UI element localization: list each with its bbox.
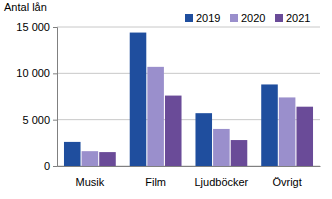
tick: 15 000: [16, 21, 57, 33]
chart: 0 5 000 10 000 15 000 Musik Film Ljudböcker Övr…: [0, 0, 332, 199]
tick: Ljudböcker: [194, 166, 248, 188]
tick: 5 000: [22, 114, 57, 126]
bar: [82, 151, 99, 166]
tick-label: 15 000: [16, 21, 50, 33]
tick-label: 5 000: [22, 114, 50, 126]
legend-label: 2020: [241, 12, 265, 24]
tick: Film: [145, 166, 166, 188]
y-axis-line: [53, 28, 58, 167]
tick-label: Musik: [76, 176, 105, 188]
bar: [147, 67, 164, 166]
tick: 0: [44, 160, 57, 172]
series: [99, 96, 313, 166]
grid-line: [57, 27, 320, 28]
legend-swatch: [230, 14, 238, 22]
bar: [64, 142, 81, 166]
tick: 10 000: [16, 67, 57, 79]
x-axis: Musik Film Ljudböcker Övrigt: [58, 166, 321, 188]
bar: [231, 140, 248, 166]
legend-swatch: [185, 14, 193, 22]
tick-label: 10 000: [16, 67, 50, 79]
legend-swatch: [275, 14, 283, 22]
y-axis-title: Antal lån: [4, 1, 47, 13]
tick: Övrigt: [272, 166, 301, 188]
series: [82, 67, 296, 166]
tick-mark: [53, 73, 57, 74]
bar: [279, 97, 296, 166]
tick-label: Ljudböcker: [194, 176, 248, 188]
bar: [213, 129, 230, 166]
legend-label: 2019: [196, 12, 220, 24]
tick-mark: [53, 27, 57, 28]
y-axis: 0 5 000 10 000 15 000: [16, 21, 57, 172]
legend-item: 2020: [230, 12, 265, 24]
bar: [130, 33, 147, 166]
bar: [165, 96, 182, 166]
tick-mark: [53, 120, 57, 121]
bar: [195, 113, 212, 166]
tick-label: 0: [44, 160, 50, 172]
tick: Musik: [76, 166, 105, 188]
legend-item: 2021: [275, 12, 310, 24]
series: [64, 33, 278, 166]
x-axis-line: [58, 166, 321, 167]
grid: [57, 27, 320, 166]
legend: 2019 2020 2021: [185, 12, 310, 24]
tick-mark: [53, 166, 57, 167]
bars: [64, 33, 313, 166]
tick-label: Film: [145, 176, 166, 188]
legend-label: 2021: [286, 12, 310, 24]
plot: 0 5 000 10 000 15 000 Musik Film Ljudböcker Övr…: [16, 21, 320, 188]
bar: [296, 107, 313, 166]
grid-line: [57, 73, 320, 74]
tick-label: Övrigt: [272, 176, 301, 188]
bar: [261, 84, 278, 166]
legend-item: 2019: [185, 12, 220, 24]
bar: [99, 152, 116, 166]
